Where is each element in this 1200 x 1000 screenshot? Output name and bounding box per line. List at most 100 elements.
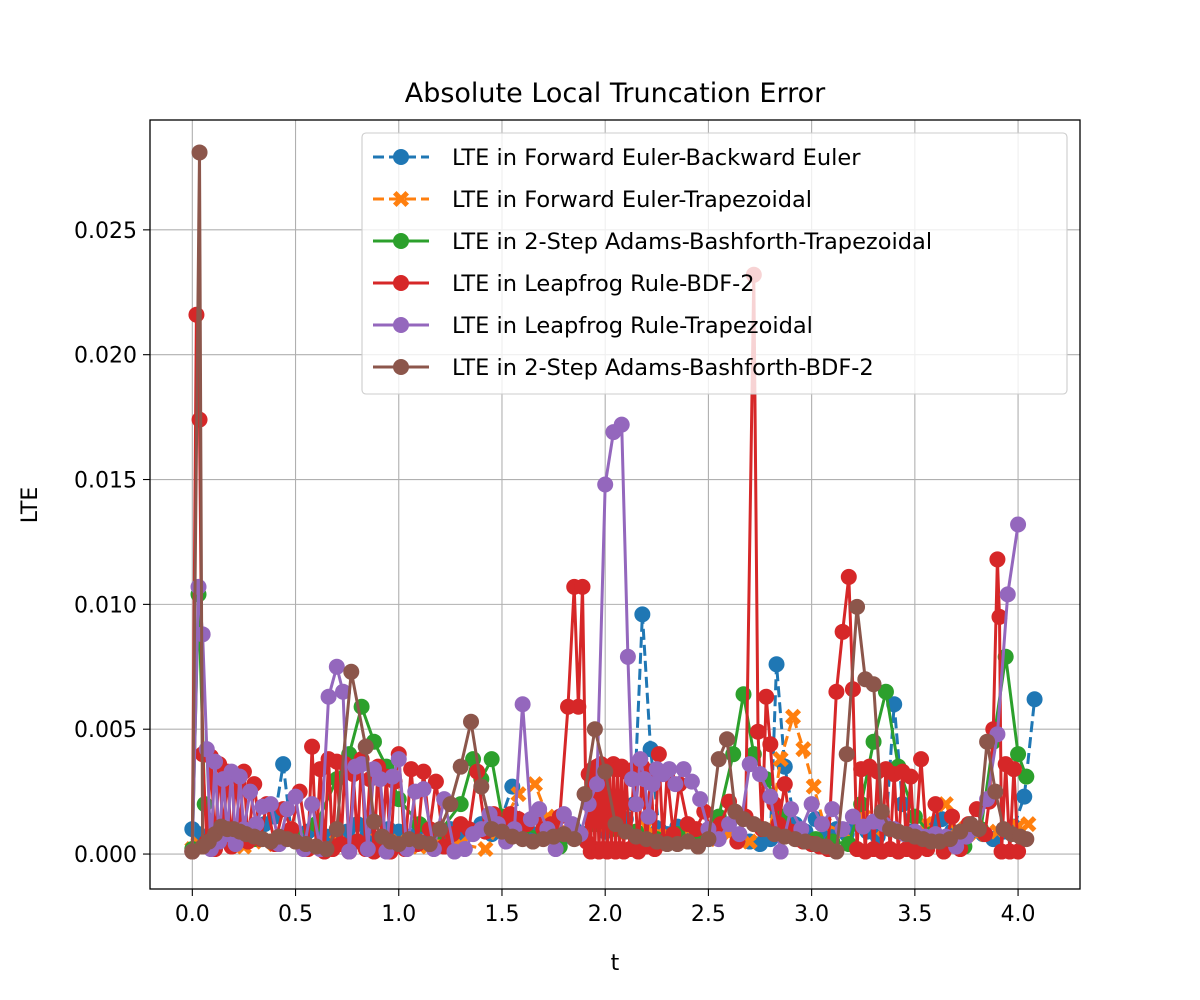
series-0-point-72 [886, 696, 903, 713]
series-3-point-48 [415, 763, 432, 780]
series-5-point-31 [452, 758, 469, 775]
series-3-point-113 [758, 688, 775, 705]
series-1-point-35 [785, 708, 802, 725]
legend-marker-3 [393, 275, 409, 291]
series-5-point-44 [586, 721, 603, 738]
x-tick-label-8: 4.0 [1001, 902, 1036, 927]
x-tick-label-5: 2.5 [691, 902, 726, 927]
series-3-point-160 [1010, 843, 1027, 860]
series-4-point-70 [661, 761, 678, 778]
series-4-point-50 [531, 801, 548, 818]
series-4-point-67 [644, 776, 661, 793]
series-5-point-28 [421, 836, 438, 853]
series-4-point-86 [813, 816, 830, 833]
series-3-point-142 [906, 843, 923, 860]
x-tick-label-7: 3.5 [897, 902, 932, 927]
series-5-point-57 [718, 731, 735, 748]
legend-label-2: LTE in 2-Step Adams-Bashforth-Trapezoida… [452, 229, 932, 255]
series-5-point-20 [343, 663, 360, 680]
series-2-point-20 [483, 751, 500, 768]
series-4-point-81 [762, 788, 779, 805]
legend-box [361, 132, 1068, 395]
series-3-point-68 [570, 698, 587, 715]
series-4-point-57 [588, 776, 605, 793]
x-tick-label-1: 0.5 [278, 902, 313, 927]
legend-label-4: LTE in Leapfrog Rule-Trapezoidal [452, 313, 813, 339]
series-4-point-73 [683, 773, 700, 790]
series-3-point-159 [1005, 761, 1022, 778]
series-3-point-69 [574, 578, 591, 595]
series-4-point-28 [353, 756, 370, 773]
series-4-point-34 [390, 751, 407, 768]
series-4-point-24 [328, 658, 345, 675]
series-3-point-103 [688, 821, 705, 838]
series-4-point-105 [1010, 516, 1027, 533]
series-1-point-20 [510, 786, 527, 803]
series-5-point-43 [576, 786, 593, 803]
series-4-point-48 [514, 696, 531, 713]
series-4-point-89 [844, 808, 861, 825]
legend-label-3: LTE in Leapfrog Rule-BDF-2 [452, 271, 755, 297]
series-3-point-147 [944, 808, 961, 825]
series-4-point-80 [752, 766, 769, 783]
series-5-point-55 [700, 831, 717, 848]
series-3-point-126 [840, 568, 857, 585]
series-5-point-1 [191, 144, 208, 161]
legend-marker-4 [393, 317, 409, 333]
series-3-point-50 [427, 773, 444, 790]
x-tick-label-6: 3.0 [794, 902, 829, 927]
series-4-point-13 [242, 783, 259, 800]
series-4-point-29 [359, 841, 376, 858]
series-5-point-18 [318, 841, 335, 858]
series-5-point-86 [987, 783, 1004, 800]
y-tick-label-5: 0.025 [74, 219, 137, 244]
x-tick-label-0: 0.0 [175, 902, 210, 927]
x-axis-label: t [611, 951, 620, 976]
series-4-point-33 [384, 768, 401, 785]
series-3-point-125 [834, 623, 851, 640]
y-tick-label-2: 0.010 [74, 593, 137, 618]
series-4-point-10 [227, 836, 244, 853]
x-tick-label-3: 1.5 [484, 902, 519, 927]
series-5 [184, 144, 1035, 860]
series-5-point-72 [865, 676, 882, 693]
series-4-point-78 [731, 826, 748, 843]
y-tick-label-3: 0.015 [74, 469, 137, 494]
series-4-point-60 [613, 416, 630, 433]
series-5-point-68 [828, 843, 845, 860]
series-4-point-63 [628, 796, 645, 813]
series-3-point-23 [304, 738, 321, 755]
x-tick-label-4: 2.0 [588, 902, 623, 927]
y-axis-label: LTE [18, 487, 43, 524]
legend: LTE in Forward Euler-Backward Euler LTE i… [361, 132, 1068, 395]
legend-label-0: LTE in Forward Euler-Backward Euler [452, 145, 861, 171]
series-4-point-1 [190, 578, 207, 595]
series-5-point-85 [979, 733, 996, 750]
series-4-point-62 [624, 771, 641, 788]
series-3-point-46 [403, 761, 420, 778]
series-3-point-155 [991, 608, 1008, 625]
series-4-point-82 [772, 843, 789, 860]
series-1-point-37 [805, 778, 822, 795]
series-4-point-64 [632, 751, 649, 768]
series-4-point-5 [207, 753, 224, 770]
series-3-point-145 [927, 796, 944, 813]
series-4-point-72 [675, 761, 692, 778]
series-4-point-26 [341, 843, 358, 860]
series-4-point-87 [824, 801, 841, 818]
series-4-point-71 [667, 776, 684, 793]
series-1-point-21 [526, 776, 544, 793]
series-5-point-70 [849, 598, 866, 615]
series-3-point-143 [913, 751, 930, 768]
series-4-point-41 [456, 841, 473, 858]
series-5-point-73 [873, 803, 890, 820]
series-4-point-79 [741, 756, 758, 773]
legend-label-5: LTE in 2-Step Adams-Bashforth-BDF-2 [452, 355, 874, 381]
series-4-point-104 [999, 586, 1016, 603]
series-4-point-31 [372, 771, 389, 788]
series-1-point-18 [477, 841, 494, 858]
series-4-point-85 [803, 796, 820, 813]
series-0-point-85 [1016, 788, 1033, 805]
series-5-point-32 [463, 713, 480, 730]
